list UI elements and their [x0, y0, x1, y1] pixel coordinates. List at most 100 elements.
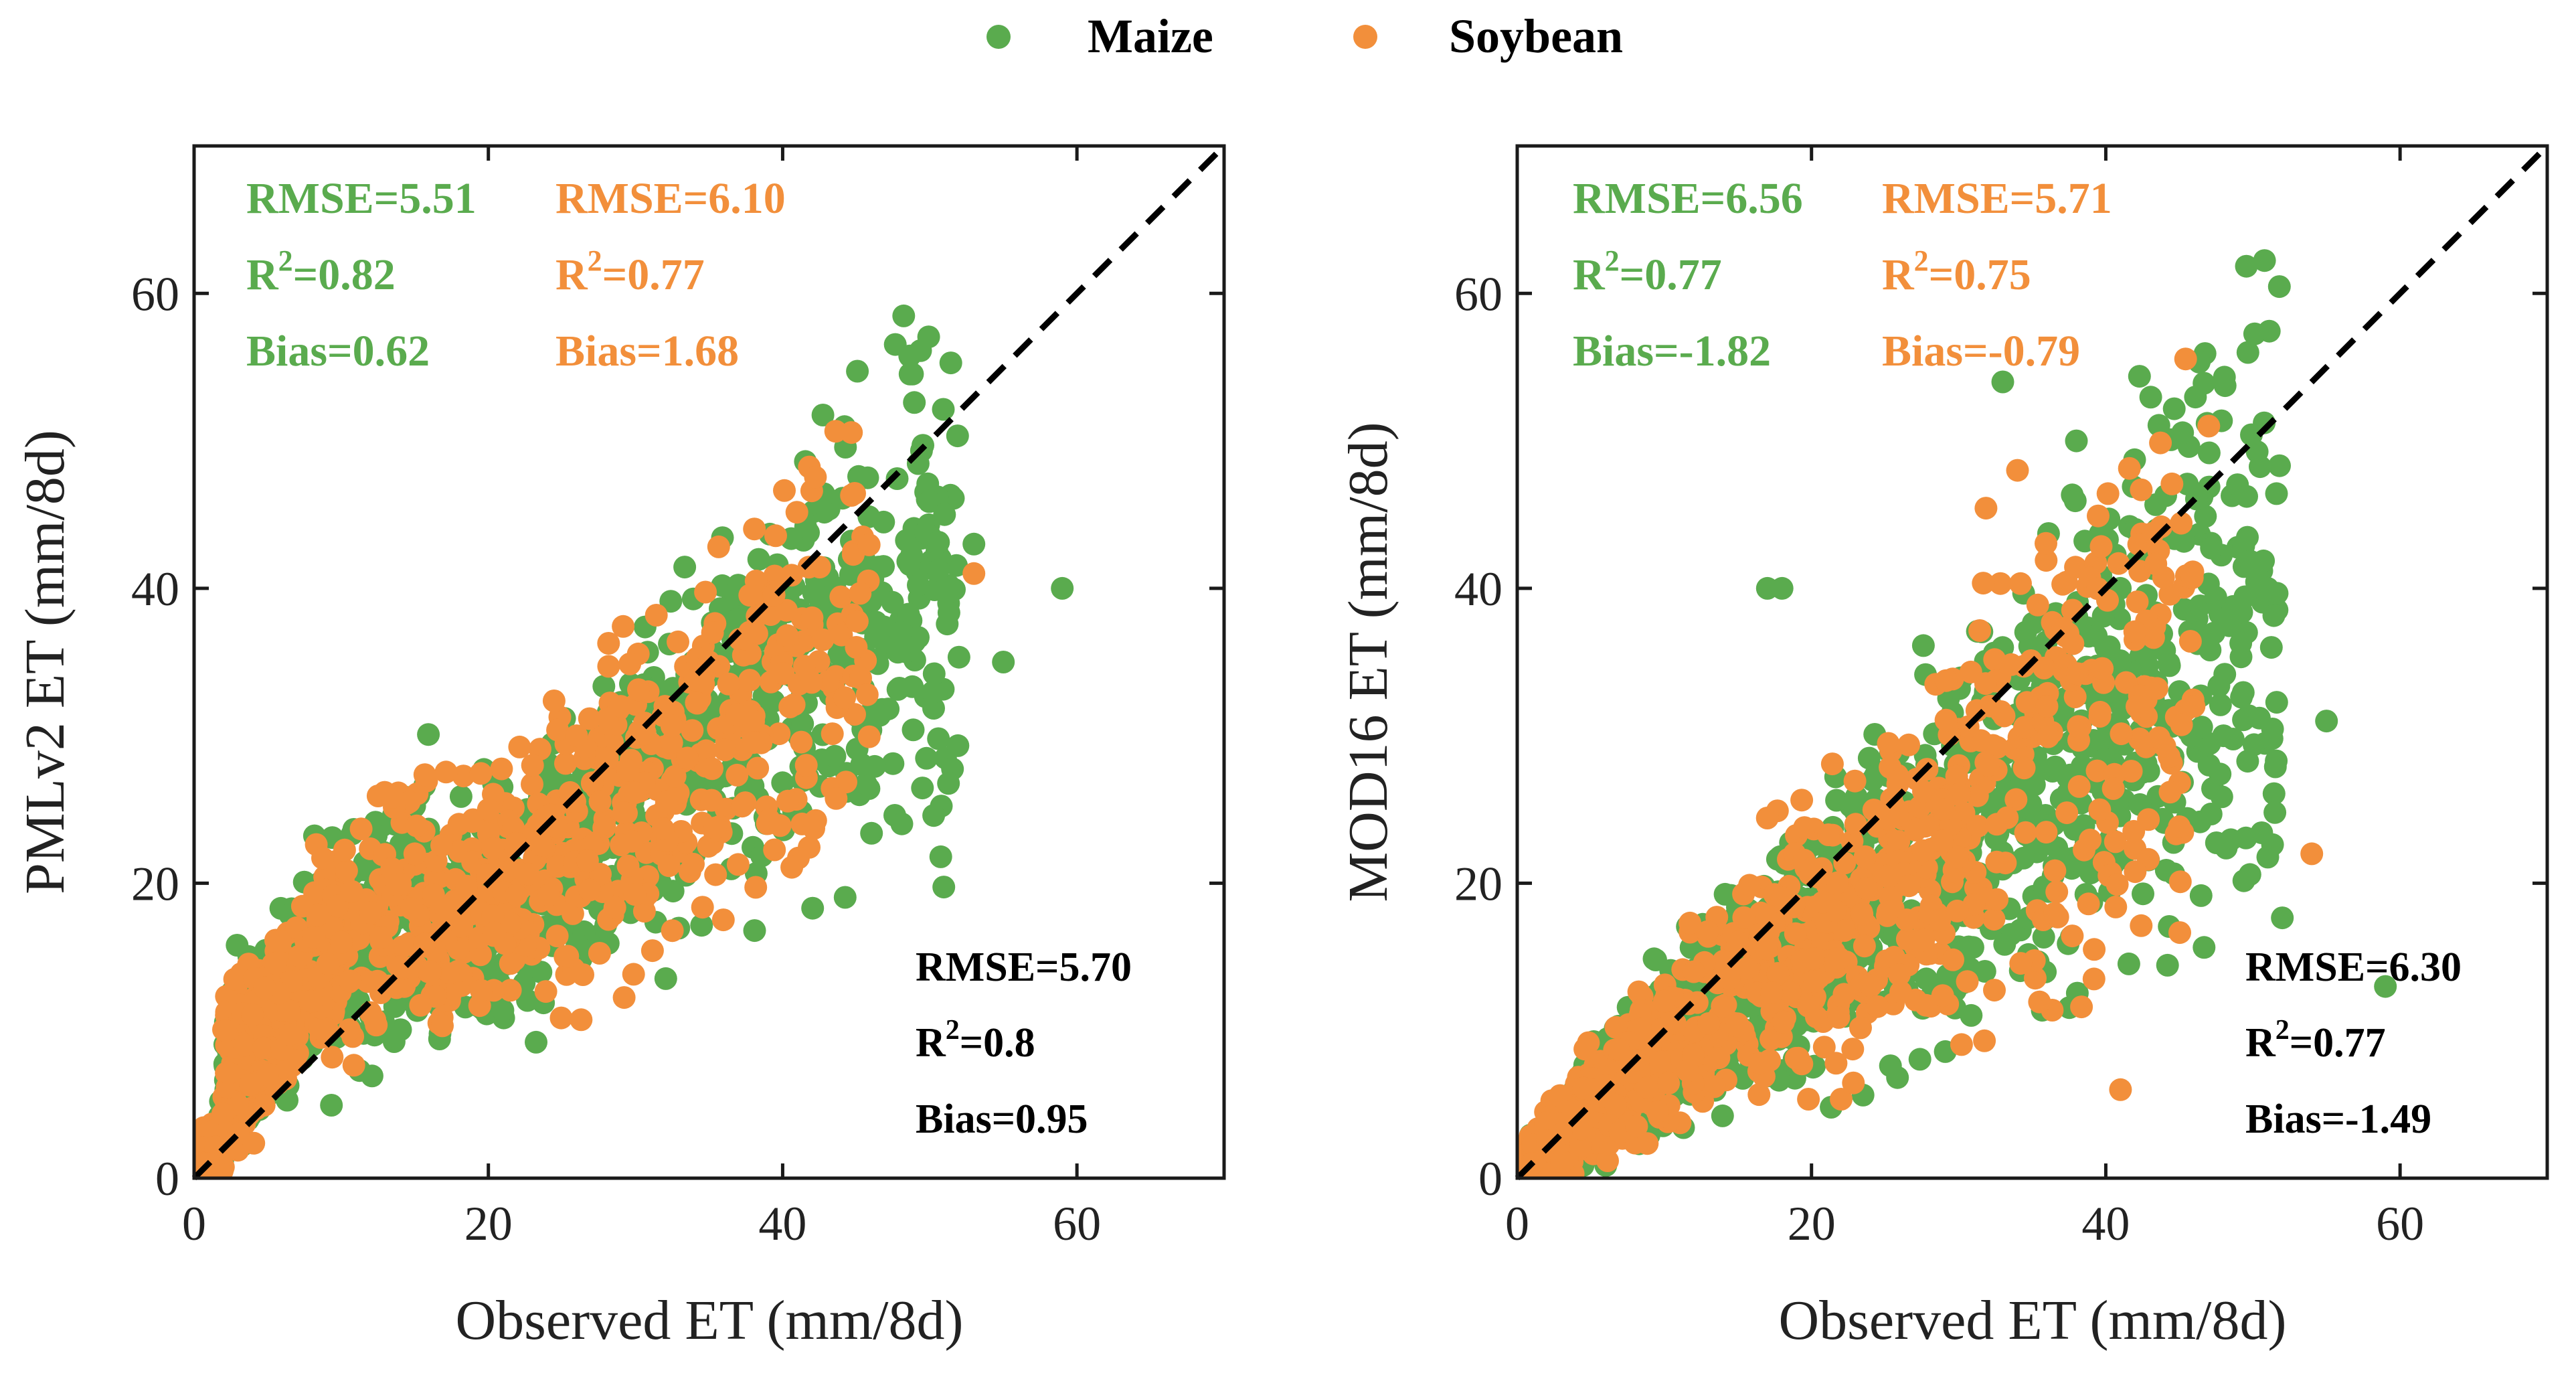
- scatter-point-maize: [2190, 716, 2213, 739]
- scatter-point-soybean: [821, 722, 844, 746]
- scatter-point-soybean: [1874, 864, 1897, 888]
- scatter-point-maize: [890, 812, 914, 835]
- scatter-point-maize: [2374, 975, 2397, 998]
- y-tick-label: 40: [131, 562, 179, 616]
- scatter-point-soybean: [2124, 860, 2147, 884]
- scatter-point-maize: [927, 531, 950, 554]
- scatter-point-soybean: [1985, 850, 2008, 874]
- scatter-point-maize: [2132, 882, 2154, 906]
- y-tick-label: 60: [131, 267, 179, 321]
- scatter-point-soybean: [775, 598, 798, 622]
- scatter-point-soybean: [1972, 572, 1995, 595]
- scatter-point-soybean: [388, 955, 411, 979]
- scatter-point-soybean: [1811, 890, 1834, 914]
- scatter-point-maize: [939, 351, 962, 375]
- x-tick-label: 40: [2081, 1197, 2130, 1250]
- scatter-point-soybean: [391, 935, 414, 959]
- scatter-point-maize: [896, 550, 920, 573]
- scatter-point-maize: [850, 753, 873, 776]
- scatter-point-soybean: [829, 585, 853, 609]
- scatter-point-soybean: [743, 517, 766, 541]
- scatter-point-soybean: [1866, 995, 1889, 1018]
- scatter-point-soybean: [1946, 845, 1969, 869]
- scatter-point-maize: [2162, 397, 2186, 420]
- scatter-point-soybean: [667, 630, 689, 653]
- scatter-point-maize: [2012, 846, 2035, 870]
- scatter-point-maize: [872, 629, 895, 653]
- scatter-point-soybean: [339, 969, 362, 993]
- scatter-point-maize: [2236, 525, 2259, 549]
- r2-superscript: 2: [278, 244, 293, 277]
- scatter-point-soybean: [1849, 1016, 1872, 1040]
- scatter-point-soybean: [2170, 511, 2193, 535]
- scatter-point-soybean: [1797, 1088, 1820, 1111]
- scatter-point-soybean: [2101, 777, 2125, 800]
- scatter-point-maize: [2271, 906, 2294, 930]
- scatter-point-maize: [1770, 576, 1794, 600]
- scatter-point-soybean: [1682, 960, 1705, 983]
- scatter-point-maize: [901, 718, 925, 742]
- scatter-point-soybean: [661, 919, 684, 943]
- scatter-point-soybean: [1550, 1150, 1573, 1173]
- scatter-point-soybean: [1827, 1005, 1851, 1029]
- scatter-point-soybean: [241, 1003, 264, 1026]
- scatter-point-soybean: [962, 562, 986, 585]
- maize-rmse: RMSE=6.56: [1573, 174, 1803, 223]
- scatter-point-soybean: [2082, 967, 2106, 991]
- scatter-point-soybean: [596, 746, 619, 770]
- legend-maize-marker: [986, 25, 1011, 49]
- scatter-point-soybean: [773, 479, 796, 502]
- scatter-point-soybean: [692, 673, 715, 696]
- scatter-point-soybean: [612, 801, 635, 824]
- scatter-point-maize: [659, 590, 683, 613]
- scatter-point-maize: [2199, 803, 2223, 825]
- scatter-point-soybean: [539, 803, 562, 827]
- y-tick-label: 20: [1454, 857, 1502, 910]
- scatter-points-pmlv2: [194, 304, 1074, 1178]
- scatter-point-maize: [833, 886, 857, 909]
- scatter-point-soybean: [588, 942, 611, 965]
- scatter-point-soybean: [2085, 759, 2109, 783]
- one-to-one-line: [1515, 143, 2550, 1181]
- scatter-point-soybean: [1946, 899, 1969, 922]
- legend-soybean-label: Soybean: [1449, 9, 1623, 63]
- scatter-point-soybean: [434, 760, 458, 784]
- scatter-point-soybean: [681, 719, 704, 742]
- r2-r: R: [1573, 250, 1606, 299]
- scatter-point-maize: [892, 304, 916, 327]
- scatter-point-maize: [933, 503, 956, 526]
- scatter-point-maize: [2197, 441, 2221, 465]
- scatter-point-soybean: [738, 669, 762, 692]
- scatter-point-soybean: [1928, 908, 1952, 932]
- scatter-point-maize: [1911, 634, 1935, 657]
- scatter-point-soybean: [570, 1008, 593, 1032]
- scatter-point-soybean: [1974, 497, 1998, 520]
- scatter-point-soybean: [1711, 995, 1734, 1018]
- scatter-point-maize: [823, 744, 847, 768]
- scatter-point-soybean: [1945, 764, 1968, 788]
- scatter-point-maize: [946, 734, 970, 757]
- scatter-point-soybean: [725, 763, 749, 787]
- scatter-point-maize: [1879, 1054, 1902, 1078]
- scatter-point-soybean: [597, 632, 620, 655]
- scatter-point-soybean: [1983, 648, 2006, 671]
- scatter-point-soybean: [2106, 873, 2129, 896]
- scatter-point-maize: [2213, 374, 2237, 398]
- scatter-point-maize: [2144, 493, 2167, 516]
- scatter-point-maize: [2209, 762, 2232, 786]
- combined-bias: Bias=0.95: [916, 1097, 1088, 1142]
- scatter-point-maize: [937, 772, 960, 795]
- scatter-point-soybean: [1942, 948, 1964, 971]
- scatter-point-maize: [918, 490, 941, 513]
- scatter-point-maize: [1857, 746, 1881, 770]
- scatter-point-maize: [921, 681, 944, 704]
- scatter-point-maize: [2252, 549, 2276, 572]
- scatter-point-maize: [1908, 1048, 1931, 1071]
- scatter-point-maize: [1051, 576, 1074, 600]
- scatter-point-maize: [811, 404, 835, 426]
- scatter-point-soybean: [217, 1062, 240, 1085]
- scatter-point-soybean: [1657, 1072, 1681, 1095]
- scatter-point-soybean: [363, 1008, 387, 1032]
- scatter-points-mod16: [1517, 249, 2397, 1178]
